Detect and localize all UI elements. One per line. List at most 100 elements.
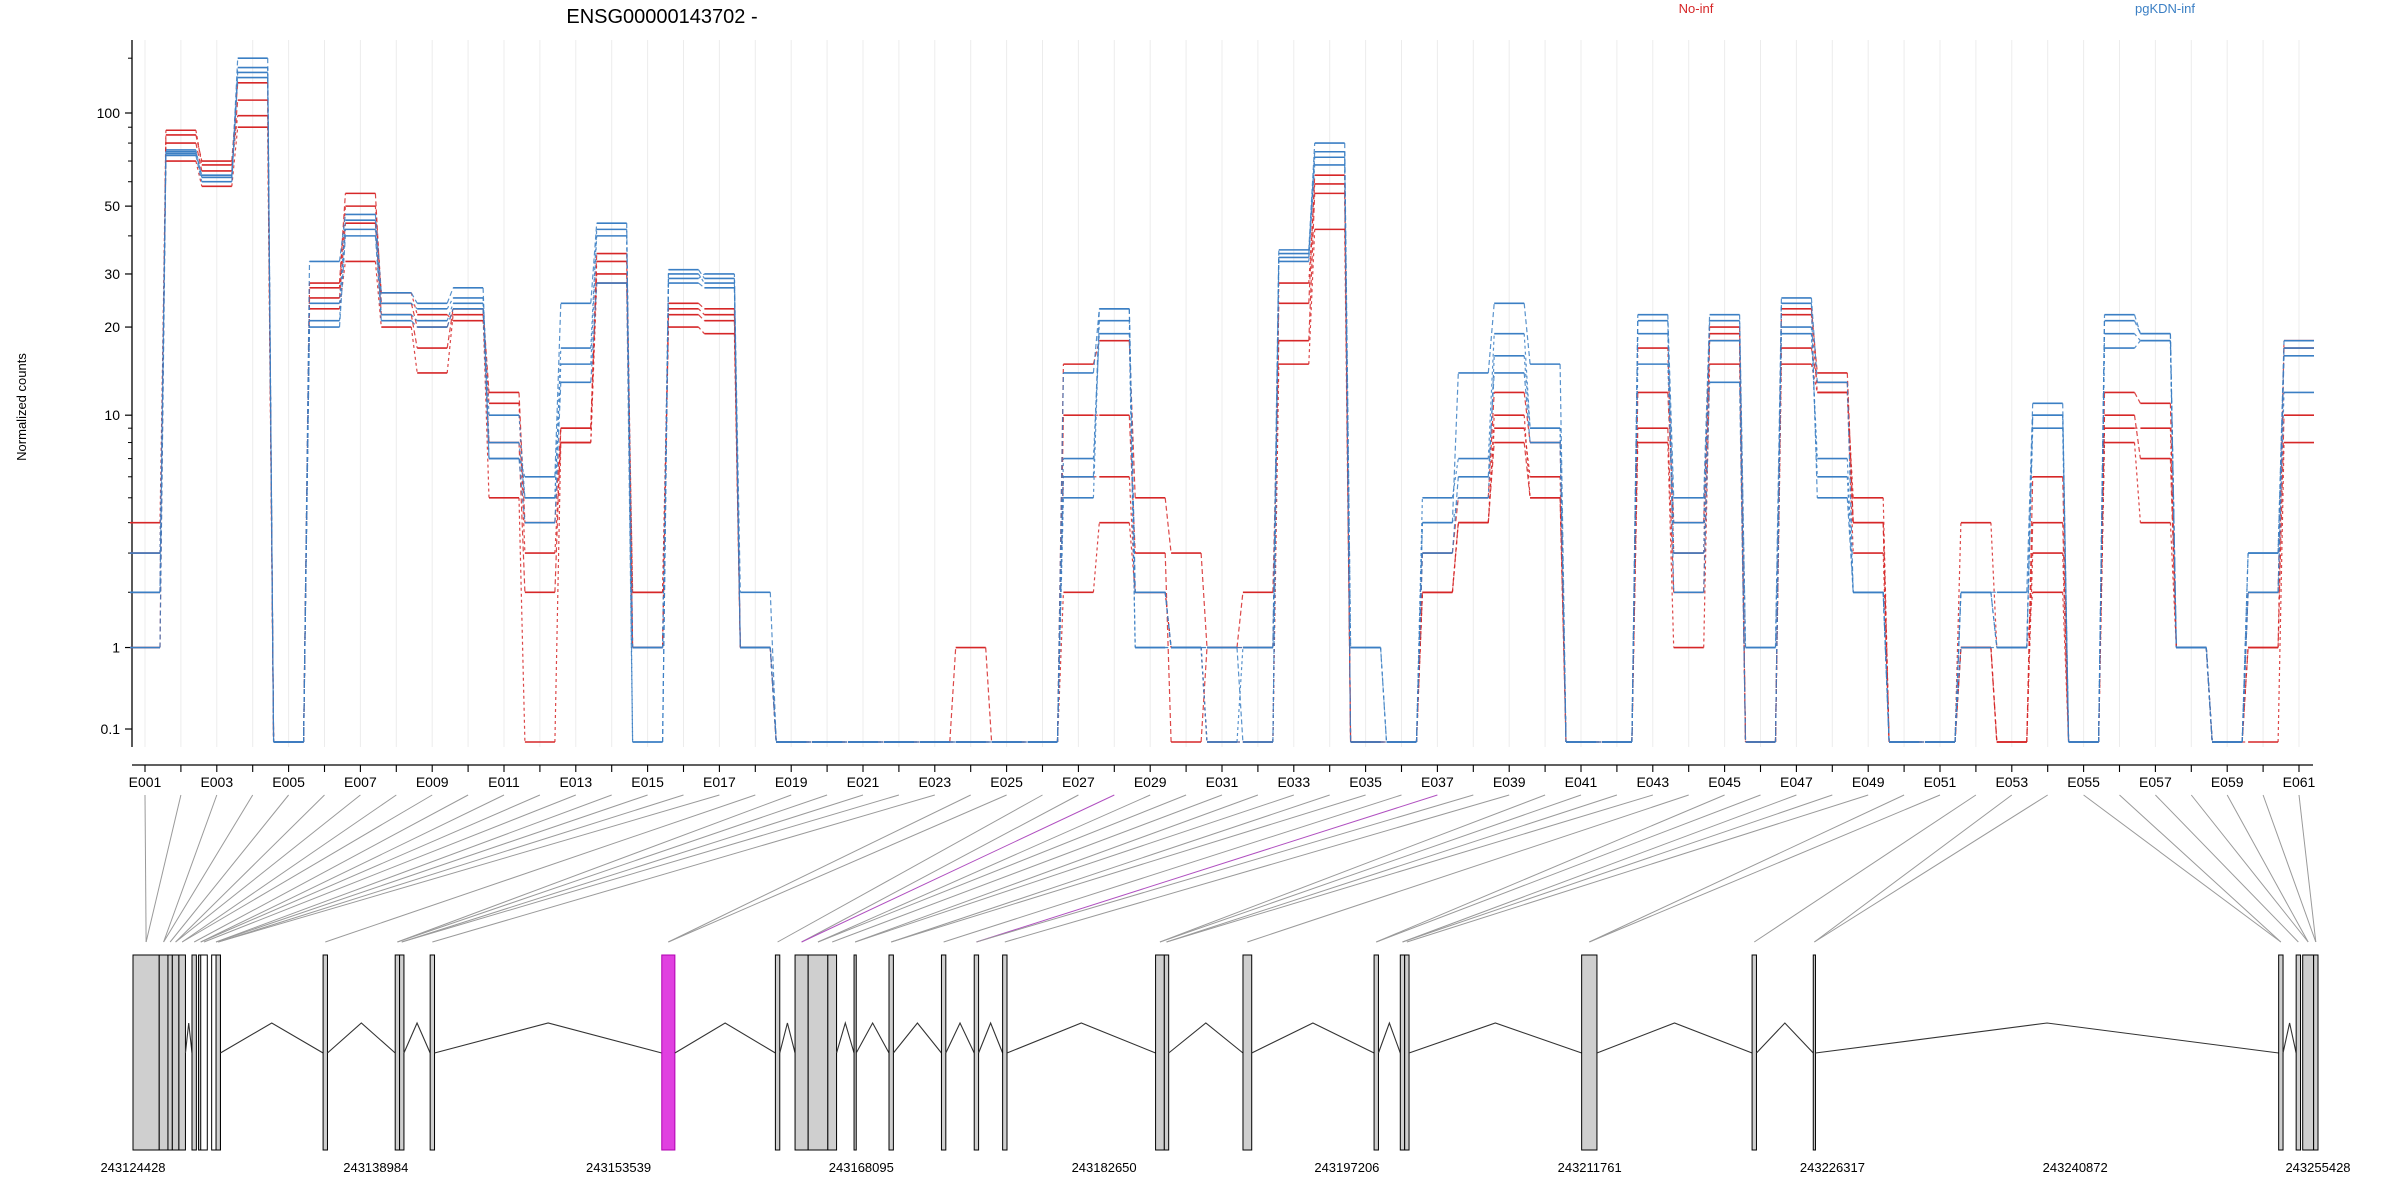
connector — [554, 364, 562, 498]
connector — [554, 442, 562, 743]
connector — [1667, 442, 1675, 648]
exon-block — [794, 954, 809, 1151]
x-tick-label: E005 — [272, 774, 305, 790]
connector — [1451, 497, 1459, 523]
exon-block — [399, 954, 405, 1151]
exon-connector-E034 — [891, 794, 1330, 943]
exon-block — [158, 954, 169, 1151]
exon-connector-E043 — [1166, 794, 1653, 943]
connector — [1523, 428, 1531, 477]
exon-block — [888, 954, 894, 1151]
exon-connector-E022 — [401, 794, 900, 943]
exon-connector-E042 — [1166, 794, 1618, 943]
connector — [590, 229, 598, 349]
exon-block — [1812, 954, 1816, 1151]
connector — [733, 273, 741, 648]
exon-connector-E016 — [218, 794, 684, 943]
connector — [1056, 458, 1064, 743]
intron — [1756, 1022, 1814, 1054]
connector — [1451, 522, 1459, 593]
exon-block — [1155, 954, 1165, 1151]
x-tick-label: E025 — [990, 774, 1023, 790]
genomic-coordinate-label: 243124428 — [100, 1160, 165, 1175]
exon-block — [1404, 954, 1410, 1151]
exon-connector-E049 — [1406, 794, 1869, 943]
exon-connector-E061 — [2298, 794, 2317, 943]
connector — [338, 223, 346, 298]
exon-connector-E002 — [145, 794, 182, 943]
connector — [159, 149, 167, 593]
exon-connector-E006 — [175, 794, 325, 943]
x-tick-label: E013 — [559, 774, 592, 790]
connector — [446, 308, 454, 328]
exon-connector-E037 — [976, 794, 1438, 943]
x-tick-label: E031 — [1206, 774, 1239, 790]
connector — [410, 326, 418, 373]
connector — [2169, 333, 2177, 648]
connector — [410, 292, 418, 315]
x-tick-label: E007 — [344, 774, 377, 790]
connector — [1056, 372, 1064, 743]
connector — [446, 314, 454, 373]
exon-connector-E046 — [1376, 794, 1761, 943]
exon-connector-E047 — [1402, 794, 1797, 943]
connector — [2241, 647, 2249, 743]
connector — [698, 314, 705, 322]
genomic-coordinate-label: 243138984 — [343, 1160, 408, 1175]
connector — [1523, 303, 1531, 365]
connector — [195, 134, 203, 162]
connector — [1308, 193, 1316, 341]
x-tick-label: E051 — [1924, 774, 1957, 790]
connector — [2133, 442, 2141, 523]
connector — [1164, 497, 1172, 554]
exon-block — [171, 954, 180, 1151]
connector — [949, 647, 957, 743]
exon-connector-E044 — [1247, 794, 1689, 943]
x-tick-label: E011 — [488, 774, 520, 790]
intron — [779, 1022, 796, 1054]
exon-connector-E019 — [397, 794, 792, 943]
connector — [1092, 308, 1100, 477]
exon-block — [132, 954, 160, 1151]
exon-connector-E007 — [175, 794, 361, 943]
connector — [1990, 647, 1998, 743]
exon-block — [2278, 954, 2284, 1151]
connector — [2205, 647, 2213, 743]
connector — [446, 297, 454, 310]
connector — [626, 283, 634, 743]
x-tick-label: E017 — [703, 774, 736, 790]
exon-block — [1002, 954, 1008, 1151]
exon-block — [661, 954, 676, 1151]
exon-block — [1581, 954, 1598, 1151]
connector — [231, 127, 239, 187]
exon-connector-E041 — [1159, 794, 1582, 943]
connector — [698, 308, 705, 316]
genomic-coordinate-label: 243255428 — [2285, 1160, 2350, 1175]
x-tick-label: E033 — [1277, 774, 1310, 790]
connector — [697, 273, 705, 284]
exon-block — [1242, 954, 1253, 1151]
x-tick-label: E029 — [1134, 774, 1167, 790]
connector — [1810, 297, 1818, 383]
exon-connector-E030 — [817, 794, 1187, 943]
exon-connector-E038 — [976, 794, 1474, 943]
x-tick-label: E041 — [1565, 774, 1598, 790]
connector — [2062, 592, 2070, 743]
connector — [1810, 327, 1818, 477]
connector — [1846, 476, 1854, 593]
connector — [1667, 314, 1675, 498]
connector — [554, 442, 562, 554]
connector — [1308, 183, 1316, 284]
genomic-coordinate-label: 243226317 — [1800, 1160, 1865, 1175]
connector — [374, 223, 382, 315]
genomic-coordinate-label: 243168095 — [829, 1160, 894, 1175]
intron — [978, 1021, 1004, 1054]
exon-connector-E033 — [854, 794, 1294, 943]
connector — [1092, 522, 1100, 593]
y-tick-label: 30 — [104, 266, 120, 282]
connector — [698, 326, 705, 335]
axes-layer: 0.1 1 10 20 30 50 100 E001 E003 E005 E007 E009 E011 E… — [97, 40, 2316, 790]
intron — [1251, 1022, 1375, 1054]
connector — [2241, 553, 2249, 743]
connector — [2026, 553, 2034, 743]
